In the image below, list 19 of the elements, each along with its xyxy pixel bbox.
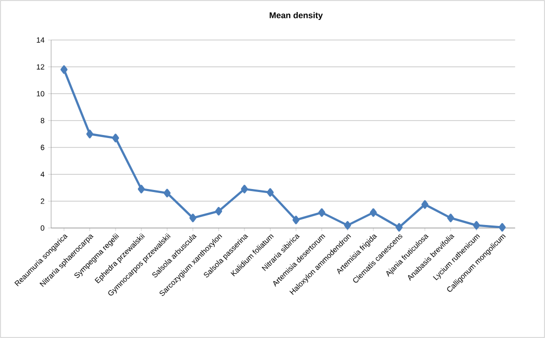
point — [472, 221, 480, 230]
point — [370, 208, 377, 217]
chart-title: Mean density — [270, 12, 323, 20]
point — [240, 184, 248, 194]
point — [266, 188, 274, 197]
point — [138, 184, 145, 194]
point — [396, 223, 403, 232]
point — [318, 208, 326, 217]
point — [86, 130, 94, 138]
point — [60, 65, 68, 74]
point — [447, 214, 454, 222]
point — [498, 223, 506, 232]
point — [164, 188, 171, 198]
point — [215, 206, 222, 216]
point — [189, 214, 196, 222]
point — [344, 221, 352, 230]
point — [112, 134, 120, 142]
point — [421, 200, 428, 209]
point — [292, 216, 300, 224]
